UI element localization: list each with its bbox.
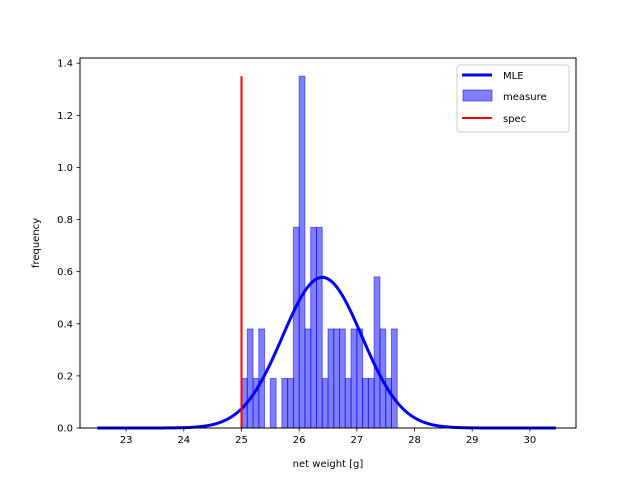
y-tick-label: 1.0 xyxy=(57,163,73,174)
x-tick-label: 27 xyxy=(350,435,363,446)
histogram-bar xyxy=(315,226,323,429)
histogram-bar xyxy=(281,377,289,429)
legend-measure-label: measure xyxy=(503,92,547,103)
histogram-bar xyxy=(246,328,254,429)
x-tick-label: 24 xyxy=(177,435,190,446)
histogram-bar xyxy=(344,377,352,429)
histogram-bar xyxy=(373,276,381,429)
y-tick-label: 0.4 xyxy=(57,319,73,330)
y-tick-label: 0.2 xyxy=(57,371,73,382)
x-tick-label: 23 xyxy=(120,435,133,446)
x-tick-label: 28 xyxy=(408,435,421,446)
y-tick-label: 1.4 xyxy=(57,59,73,70)
histogram-bar xyxy=(304,328,312,429)
histogram-bar xyxy=(350,328,358,429)
x-tick-label: 26 xyxy=(293,435,306,446)
y-tick-label: 0.6 xyxy=(57,267,73,278)
histogram-bar xyxy=(292,226,300,429)
x-axis-label: net weight [g] xyxy=(293,459,364,470)
histogram-bar xyxy=(269,377,277,429)
histogram-bar xyxy=(333,328,341,429)
histogram-bar xyxy=(362,377,369,429)
legend-spec-label: spec xyxy=(503,114,526,125)
plot-area-frame xyxy=(79,57,577,429)
y-axis-ticks: 0.0 0.2 0.4 0.6 0.8 1.0 1.2 1.4 xyxy=(57,59,80,435)
x-axis-ticks: 23 24 25 26 27 28 29 30 xyxy=(120,428,536,446)
histogram-bar xyxy=(321,377,329,429)
x-tick-label: 30 xyxy=(523,435,536,446)
x-tick-label: 25 xyxy=(235,435,248,446)
legend: MLE measure spec xyxy=(456,64,570,133)
y-tick-label: 0.0 xyxy=(57,424,73,435)
x-tick-label: 29 xyxy=(466,435,479,446)
histogram-bar xyxy=(298,75,306,429)
legend-measure-swatch xyxy=(462,89,493,102)
histogram-bar xyxy=(310,226,317,429)
histogram-bar xyxy=(287,377,294,429)
y-tick-label: 0.8 xyxy=(57,215,73,226)
legend-mle-label: MLE xyxy=(503,71,524,82)
histogram-bar xyxy=(327,328,335,429)
y-tick-label: 1.2 xyxy=(57,111,73,122)
legend-box xyxy=(456,64,570,133)
y-axis-label: frequency xyxy=(31,218,42,268)
histogram-bar xyxy=(339,328,346,429)
histogram-bar xyxy=(356,328,364,429)
histogram-bar xyxy=(367,377,375,429)
histogram-bar xyxy=(390,328,398,429)
